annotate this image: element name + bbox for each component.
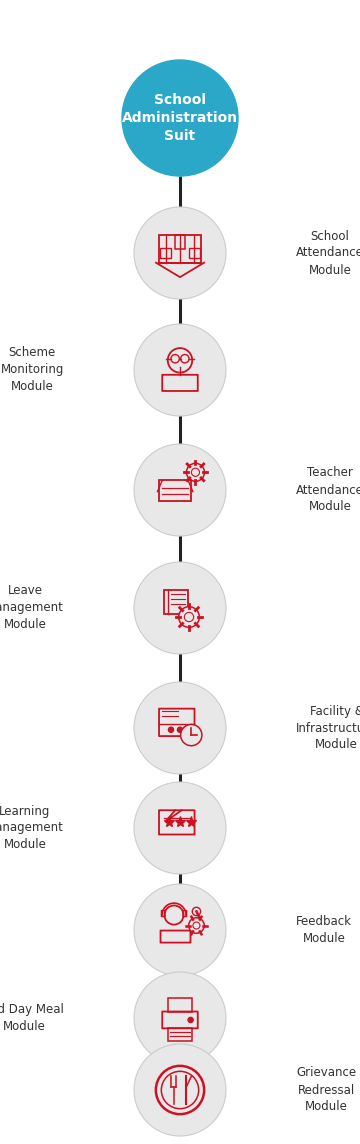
Circle shape	[134, 444, 226, 537]
Bar	[159, 480, 191, 501]
Text: Learning
Management
Module: Learning Management Module	[0, 804, 64, 851]
Circle shape	[134, 1044, 226, 1136]
Circle shape	[168, 728, 174, 732]
Text: School
Attendance
Module: School Attendance Module	[296, 230, 360, 277]
Circle shape	[134, 562, 226, 654]
Circle shape	[134, 207, 226, 299]
Bar	[168, 998, 192, 1011]
Text: Grievance
Redressal
Module: Grievance Redressal Module	[296, 1066, 356, 1113]
Bar	[168, 1028, 192, 1041]
Circle shape	[186, 728, 192, 732]
Circle shape	[134, 682, 226, 774]
Text: Mid Day Meal
Module: Mid Day Meal Module	[0, 1003, 64, 1033]
Text: Teacher
Attendance
Module: Teacher Attendance Module	[296, 467, 360, 514]
Text: Feedback
Module: Feedback Module	[296, 915, 352, 945]
Bar	[160, 248, 171, 259]
Circle shape	[134, 782, 226, 874]
Circle shape	[134, 324, 226, 416]
Text: Scheme
Monitoring
Module: Scheme Monitoring Module	[1, 347, 64, 394]
Circle shape	[179, 606, 199, 627]
Circle shape	[134, 972, 226, 1064]
Circle shape	[181, 724, 202, 746]
Circle shape	[177, 728, 183, 732]
Text: School
Administration
Suit: School Administration Suit	[122, 93, 238, 143]
Bar	[189, 248, 200, 259]
Text: Leave
Management
Module: Leave Management Module	[0, 585, 64, 631]
Circle shape	[189, 917, 204, 934]
Bar	[164, 590, 188, 614]
Circle shape	[122, 59, 238, 176]
Text: Facility &
Infrastructure
Module: Facility & Infrastructure Module	[296, 705, 360, 752]
Circle shape	[134, 884, 226, 976]
Circle shape	[188, 1017, 193, 1023]
